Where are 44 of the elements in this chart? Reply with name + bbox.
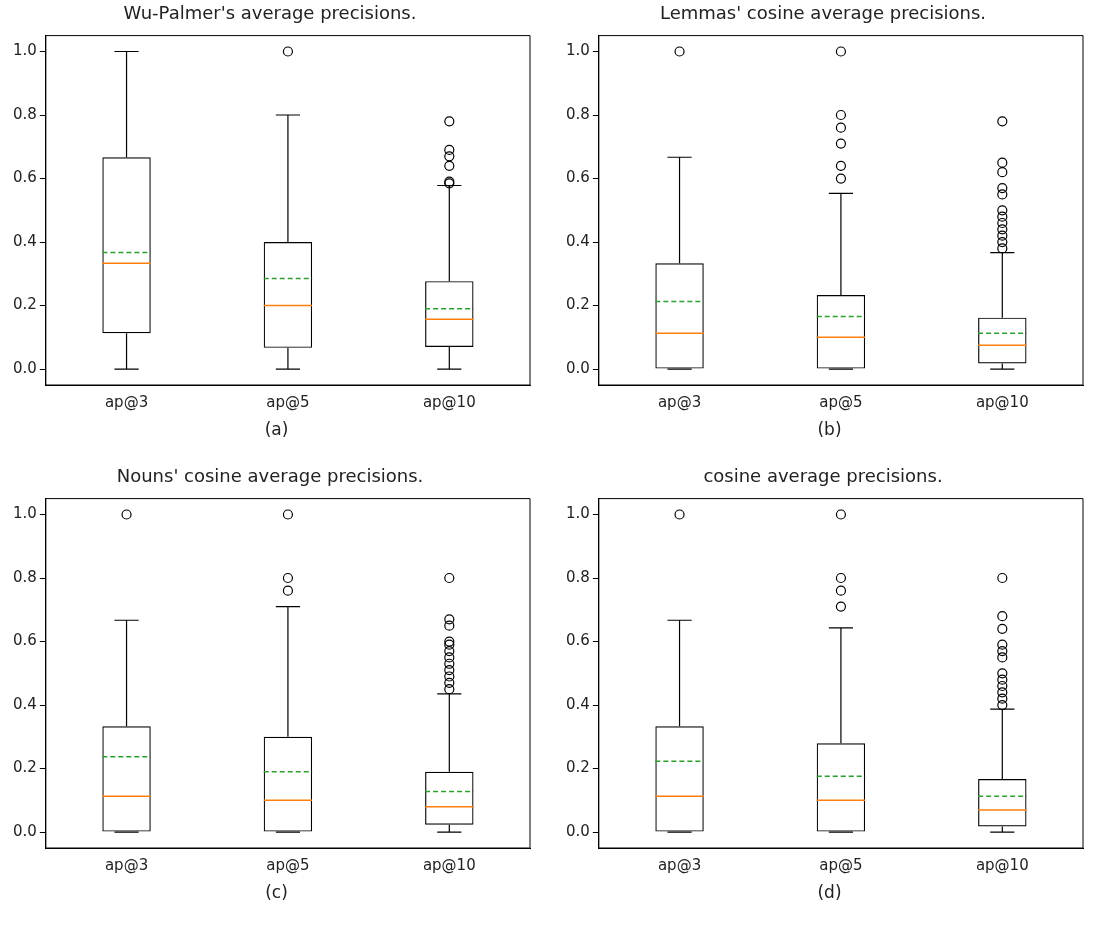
chart-title: Wu-Palmer's average precisions.: [123, 2, 417, 24]
y-tick-label: 0.8: [566, 104, 590, 123]
x-tick-label: ap@10: [975, 855, 1029, 874]
y-tick-label: 0.0: [566, 359, 590, 378]
text: (c): [264, 882, 289, 902]
y-tick-label: 0.0: [13, 359, 37, 378]
y-tick-label: 0.8: [13, 104, 37, 123]
x-tick-label: ap@3: [657, 855, 702, 874]
x-tick-label: ap@3: [657, 392, 702, 411]
y-tick-label: 1.0: [566, 41, 590, 60]
chart-title: cosine average precisions.: [703, 465, 943, 487]
text: (a): [263, 419, 290, 439]
y-tick-label: 0.8: [13, 567, 37, 586]
y-tick-label: 0.4: [566, 231, 590, 250]
x-tick-label: ap@5: [266, 855, 310, 874]
x-tick-label: ap@10: [975, 392, 1029, 411]
y-tick-label: 1.0: [13, 504, 37, 523]
y-tick-label: 0.2: [566, 758, 590, 777]
y-tick-label: 0.4: [13, 231, 37, 250]
y-tick-label: 0.6: [13, 168, 37, 187]
y-tick-label: 0.0: [13, 822, 37, 841]
y-tick-label: 0.4: [566, 694, 590, 713]
x-tick-label: ap@5: [266, 392, 310, 411]
y-tick-label: 0.2: [13, 295, 37, 314]
x-tick-label: ap@5: [819, 392, 863, 411]
y-tick-label: 0.6: [566, 168, 590, 187]
y-tick-label: 0.4: [13, 694, 37, 713]
y-tick-label: 0.2: [566, 295, 590, 314]
x-tick-label: ap@10: [422, 855, 476, 874]
text: (d): [816, 882, 843, 902]
y-tick-label: 0.6: [566, 631, 590, 650]
text: (b): [816, 419, 843, 439]
chart-title: Nouns' cosine average precisions.: [116, 465, 424, 487]
y-tick-label: 0.8: [566, 567, 590, 586]
y-tick-label: 0.6: [13, 631, 37, 650]
y-tick-label: 0.0: [566, 822, 590, 841]
y-tick-label: 1.0: [566, 504, 590, 523]
x-tick-label: ap@3: [104, 855, 149, 874]
y-tick-label: 0.2: [13, 758, 37, 777]
chart-title: Lemmas' cosine average precisions.: [659, 2, 987, 24]
x-tick-label: ap@3: [104, 392, 149, 411]
x-tick-label: ap@5: [819, 855, 863, 874]
x-tick-label: ap@10: [422, 392, 476, 411]
y-tick-label: 1.0: [13, 41, 37, 60]
